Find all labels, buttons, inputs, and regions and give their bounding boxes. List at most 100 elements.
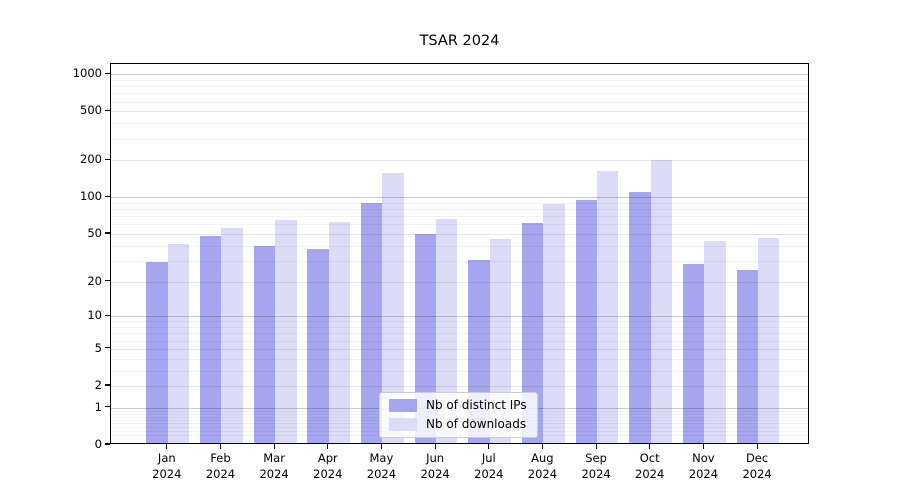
y-tick-label-100: 100 bbox=[80, 189, 102, 204]
plot-area: Nb of distinct IPs Nb of downloads bbox=[110, 63, 809, 444]
y-tick-label-500: 500 bbox=[80, 103, 102, 118]
gridline-9 bbox=[111, 321, 808, 323]
y-tick-label-200: 200 bbox=[80, 152, 102, 167]
x-tick-mark-dec bbox=[756, 444, 758, 449]
x-tick-mark-apr bbox=[327, 444, 329, 449]
y-tick-mark-20 bbox=[104, 280, 110, 282]
x-tick-mark-may bbox=[380, 444, 382, 449]
gridline-80 bbox=[111, 209, 808, 211]
y-tick-label-0: 0 bbox=[94, 437, 102, 451]
y-tick-label-1: 1 bbox=[94, 399, 102, 414]
x-tick-label-feb: Feb 2024 bbox=[205, 451, 236, 481]
x-tick-mark-sep bbox=[595, 444, 597, 449]
gridline-30 bbox=[111, 260, 808, 262]
bar-downloads-nov bbox=[704, 241, 726, 443]
bar-downloads-may bbox=[382, 173, 404, 443]
y-tick-mark-0 bbox=[104, 443, 110, 445]
x-tick-label-apr: Apr 2024 bbox=[313, 451, 343, 481]
bar-downloads-dec bbox=[758, 237, 780, 443]
y-tick-mark-10 bbox=[104, 314, 110, 316]
y-tick-mark-200 bbox=[104, 158, 110, 160]
gridline-300 bbox=[111, 138, 808, 140]
bar-distinct-ips-nov bbox=[683, 264, 705, 443]
y-tick-label-10: 10 bbox=[87, 308, 102, 323]
legend-label-downloads: Nb of downloads bbox=[426, 417, 527, 431]
gridline-6 bbox=[111, 340, 808, 342]
y-tick-label-5: 5 bbox=[94, 340, 102, 355]
bar-distinct-ips-jan bbox=[146, 262, 168, 443]
bar-downloads-oct bbox=[650, 159, 673, 443]
bar-downloads-sep bbox=[597, 170, 619, 443]
x-tick-label-mar: Mar 2024 bbox=[259, 451, 289, 481]
y-tick-label-50: 50 bbox=[87, 226, 102, 240]
gridline-200 bbox=[111, 160, 808, 162]
legend-row-distinct-ips: Nb of distinct IPs bbox=[389, 398, 527, 412]
bar-distinct-ips-may bbox=[361, 202, 383, 443]
gridline-1000 bbox=[111, 74, 808, 76]
bar-distinct-ips-mar bbox=[253, 246, 276, 443]
gridline-10 bbox=[111, 316, 808, 318]
x-tick-mark-jan bbox=[166, 444, 168, 449]
gridline-70 bbox=[111, 216, 808, 218]
x-tick-label-jun: Jun 2024 bbox=[420, 451, 450, 481]
y-tick-label-2: 2 bbox=[94, 378, 102, 392]
chart-title: TSAR 2024 bbox=[419, 33, 500, 49]
y-tick-mark-1 bbox=[104, 406, 110, 408]
y-tick-mark-5 bbox=[104, 347, 110, 349]
gridline-500 bbox=[111, 111, 808, 113]
gridline-3 bbox=[111, 370, 808, 372]
bar-distinct-ips-jun bbox=[414, 234, 437, 443]
gridline-600 bbox=[111, 101, 808, 103]
bar-distinct-ips-feb bbox=[200, 236, 222, 443]
gridline-8 bbox=[111, 327, 808, 329]
bar-distinct-ips-oct bbox=[629, 191, 651, 443]
x-tick-mark-mar bbox=[273, 444, 275, 449]
gridline-7 bbox=[111, 333, 808, 335]
x-tick-label-sep: Sep 2024 bbox=[581, 451, 611, 481]
legend-label-distinct-ips: Nb of distinct IPs bbox=[426, 398, 527, 412]
gridline-100 bbox=[111, 197, 808, 199]
legend-swatch-downloads bbox=[389, 417, 417, 431]
gridline-20 bbox=[111, 281, 808, 283]
bar-distinct-ips-aug bbox=[522, 223, 544, 443]
y-tick-mark-500 bbox=[104, 109, 110, 111]
bar-distinct-ips-apr bbox=[307, 249, 329, 443]
gridline-4 bbox=[111, 358, 808, 360]
x-tick-label-nov: Nov 2024 bbox=[688, 451, 719, 481]
bar-downloads-jun bbox=[436, 218, 458, 443]
x-tick-label-dec: Dec 2024 bbox=[742, 451, 772, 481]
bar-downloads-jan bbox=[167, 243, 190, 443]
x-tick-mark-jun bbox=[434, 444, 436, 449]
x-tick-label-jul: Jul 2024 bbox=[474, 451, 504, 481]
x-tick-label-jan: Jan 2024 bbox=[152, 451, 182, 481]
x-tick-label-may: May 2024 bbox=[366, 451, 397, 481]
gridline-60 bbox=[111, 224, 808, 226]
x-tick-mark-oct bbox=[649, 444, 651, 449]
gridline-90 bbox=[111, 202, 808, 204]
legend-swatch-distinct-ips bbox=[389, 398, 417, 412]
y-tick-mark-50 bbox=[104, 232, 110, 234]
gridline-40 bbox=[111, 245, 808, 247]
bar-downloads-jul bbox=[489, 238, 512, 443]
x-tick-mark-nov bbox=[702, 444, 704, 449]
x-tick-mark-aug bbox=[541, 444, 543, 449]
x-tick-mark-jul bbox=[488, 444, 490, 449]
bar-distinct-ips-dec bbox=[736, 270, 759, 443]
legend: Nb of distinct IPs Nb of downloads bbox=[379, 392, 538, 438]
gridline-900 bbox=[111, 79, 808, 81]
y-tick-mark-1000 bbox=[104, 72, 110, 74]
x-tick-mark-feb bbox=[219, 444, 222, 449]
y-tick-label-20: 20 bbox=[87, 273, 102, 288]
y-tick-mark-100 bbox=[104, 195, 110, 197]
bar-downloads-apr bbox=[328, 222, 351, 443]
gridline-50 bbox=[111, 234, 808, 235]
gridline-800 bbox=[111, 86, 808, 88]
gridlines-layer bbox=[111, 64, 808, 443]
y-tick-label-1000: 1000 bbox=[72, 66, 102, 81]
bar-distinct-ips-sep bbox=[575, 199, 598, 443]
x-tick-label-aug: Aug 2024 bbox=[527, 451, 558, 481]
gridline-400 bbox=[111, 123, 808, 125]
gridline-700 bbox=[111, 93, 808, 95]
gridline-5 bbox=[111, 348, 808, 350]
